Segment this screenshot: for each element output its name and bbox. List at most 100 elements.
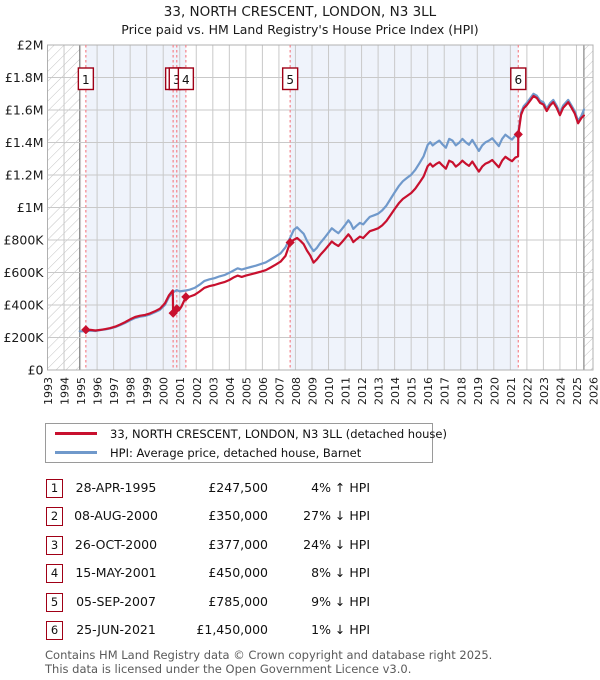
legend-item-hpi: HPI: Average price, detached house, Barn… (46, 445, 432, 461)
sale-hpi-delta: 9% ↓ HPI (311, 593, 370, 609)
chart-legend: 33, NORTH CRESCENT, LONDON, N3 3LL (deta… (45, 423, 447, 463)
legend-item-property: 33, NORTH CRESCENT, LONDON, N3 3LL (deta… (46, 426, 447, 442)
sale-price: £785,000 (208, 593, 268, 609)
svg-text:£400K: £400K (3, 297, 44, 312)
sale-row: 2 08-AUG-2000 £350,000 27% ↓ HPI (0, 504, 600, 532)
page-title: 33, NORTH CRESCENT, LONDON, N3 3LL (163, 4, 437, 20)
sale-row: 4 15-MAY-2001 £450,000 8% ↓ HPI (0, 561, 600, 589)
svg-text:2008: 2008 (290, 377, 303, 405)
sale-price: £1,450,000 (196, 621, 268, 637)
svg-text:1999: 1999 (141, 377, 154, 405)
sale-number-badge: 1 (46, 479, 63, 498)
svg-text:£200K: £200K (3, 330, 44, 345)
sale-price: £377,000 (208, 536, 268, 552)
sale-hpi-delta: 1% ↓ HPI (311, 621, 370, 637)
svg-text:1996: 1996 (92, 377, 105, 405)
legend-label: 33, NORTH CRESCENT, LONDON, N3 3LL (deta… (110, 426, 447, 441)
svg-text:2020: 2020 (488, 377, 501, 405)
sale-hpi-delta: 24% ↓ HPI (303, 536, 370, 552)
svg-text:£600K: £600K (3, 265, 44, 280)
sale-date: 08-AUG-2000 (74, 508, 158, 524)
sale-row: 6 25-JUN-2021 £1,450,000 1% ↓ HPI (0, 618, 600, 646)
svg-text:2009: 2009 (306, 377, 319, 405)
sale-date: 15-MAY-2001 (75, 565, 157, 581)
svg-text:2007: 2007 (273, 377, 286, 405)
svg-text:£800K: £800K (3, 232, 44, 247)
sale-number-badge: 6 (46, 620, 63, 640)
svg-text:2004: 2004 (224, 377, 237, 405)
svg-text:£0: £0 (28, 362, 44, 377)
legend-label: HPI: Average price, detached house, Barn… (110, 445, 362, 460)
svg-text:2010: 2010 (323, 377, 336, 405)
svg-text:2024: 2024 (554, 377, 567, 405)
svg-text:£2M: £2M (17, 37, 44, 52)
sale-number-badge: 4 (46, 564, 63, 584)
svg-text:2005: 2005 (240, 377, 253, 405)
red-line-swatch (55, 432, 97, 435)
svg-text:2000: 2000 (158, 377, 171, 405)
sale-row: 3 26-OCT-2000 £377,000 24% ↓ HPI (0, 533, 600, 561)
svg-text:2006: 2006 (257, 377, 270, 405)
svg-text:2003: 2003 (207, 377, 220, 405)
sale-date: 05-SEP-2007 (76, 593, 156, 609)
svg-text:1998: 1998 (125, 377, 138, 405)
sale-number-badge: 5 (46, 592, 63, 612)
svg-text:2023: 2023 (538, 377, 551, 405)
svg-text:2011: 2011 (340, 377, 353, 405)
sale-date: 26-OCT-2000 (74, 536, 158, 552)
svg-text:1: 1 (82, 73, 90, 87)
sale-number-badge: 3 (46, 535, 63, 555)
sale-number-badge: 2 (46, 507, 63, 527)
footer-line-2: This data is licensed under the Open Gov… (45, 661, 412, 676)
svg-text:2022: 2022 (521, 377, 534, 405)
sale-row: 5 05-SEP-2007 £785,000 9% ↓ HPI (0, 590, 600, 618)
sale-price: £247,500 (208, 480, 268, 495)
svg-text:£1.8M: £1.8M (5, 70, 44, 85)
svg-text:2021: 2021 (505, 377, 518, 405)
svg-text:4: 4 (182, 73, 190, 87)
svg-text:6: 6 (514, 73, 522, 87)
svg-text:2018: 2018 (455, 377, 468, 405)
svg-text:2014: 2014 (389, 377, 402, 405)
svg-text:2015: 2015 (406, 377, 419, 405)
svg-text:2002: 2002 (191, 377, 204, 405)
sale-row: 1 28-APR-1995 £247,500 4% ↑ HPI (0, 476, 600, 504)
sale-date: 25-JUN-2021 (76, 621, 156, 637)
sale-point-diamond-markers (81, 129, 523, 335)
svg-text:2017: 2017 (439, 377, 452, 405)
svg-text:2013: 2013 (373, 377, 386, 405)
svg-text:£1.4M: £1.4M (5, 135, 44, 150)
svg-text:£1.6M: £1.6M (5, 102, 44, 117)
gridlines (47, 44, 594, 371)
svg-text:2025: 2025 (571, 377, 584, 405)
sale-hpi-delta: 27% ↓ HPI (303, 508, 370, 524)
sale-event-dashed-lines (85, 45, 519, 370)
svg-text:£1.2M: £1.2M (5, 167, 44, 182)
svg-text:1994: 1994 (59, 377, 72, 405)
license-footer: Contains HM Land Registry data © Crown c… (45, 648, 585, 676)
page-subtitle: Price paid vs. HM Land Registry's House … (121, 22, 479, 37)
sale-date: 28-APR-1995 (75, 480, 157, 495)
svg-text:2001: 2001 (174, 377, 187, 405)
svg-text:1995: 1995 (75, 377, 88, 405)
blue-line-swatch (55, 451, 97, 454)
svg-text:1997: 1997 (108, 377, 121, 405)
svg-text:£1M: £1M (17, 200, 44, 215)
svg-text:2016: 2016 (422, 377, 435, 405)
sales-table: 1 28-APR-1995 £247,500 4% ↑ HPI 2 08-AUG… (0, 476, 600, 646)
svg-text:2012: 2012 (356, 377, 369, 405)
sale-hpi-delta: 8% ↓ HPI (311, 565, 370, 581)
svg-text:3: 3 (173, 73, 181, 87)
svg-text:1993: 1993 (42, 377, 55, 405)
sale-hpi-delta: 4% ↑ HPI (311, 480, 370, 495)
footer-line-1: Contains HM Land Registry data © Crown c… (45, 648, 493, 662)
svg-text:2026: 2026 (588, 377, 600, 405)
axis-tick-labels: £0 £200K £400K £600K £800K £1M £1.2M £1.4M £1.6M… (3, 37, 600, 405)
sale-price: £350,000 (208, 508, 268, 524)
svg-text:2019: 2019 (472, 377, 485, 405)
sale-price: £450,000 (208, 565, 268, 581)
svg-text:5: 5 (286, 73, 294, 87)
